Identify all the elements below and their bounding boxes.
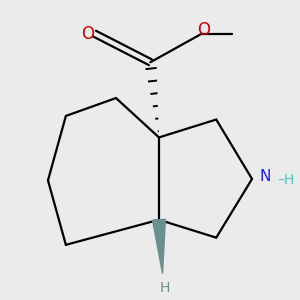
Text: N: N — [259, 169, 271, 184]
Text: H: H — [160, 280, 170, 295]
Text: O: O — [198, 21, 211, 39]
Polygon shape — [152, 219, 165, 274]
Text: O: O — [81, 25, 94, 43]
Text: –H: –H — [277, 173, 294, 188]
